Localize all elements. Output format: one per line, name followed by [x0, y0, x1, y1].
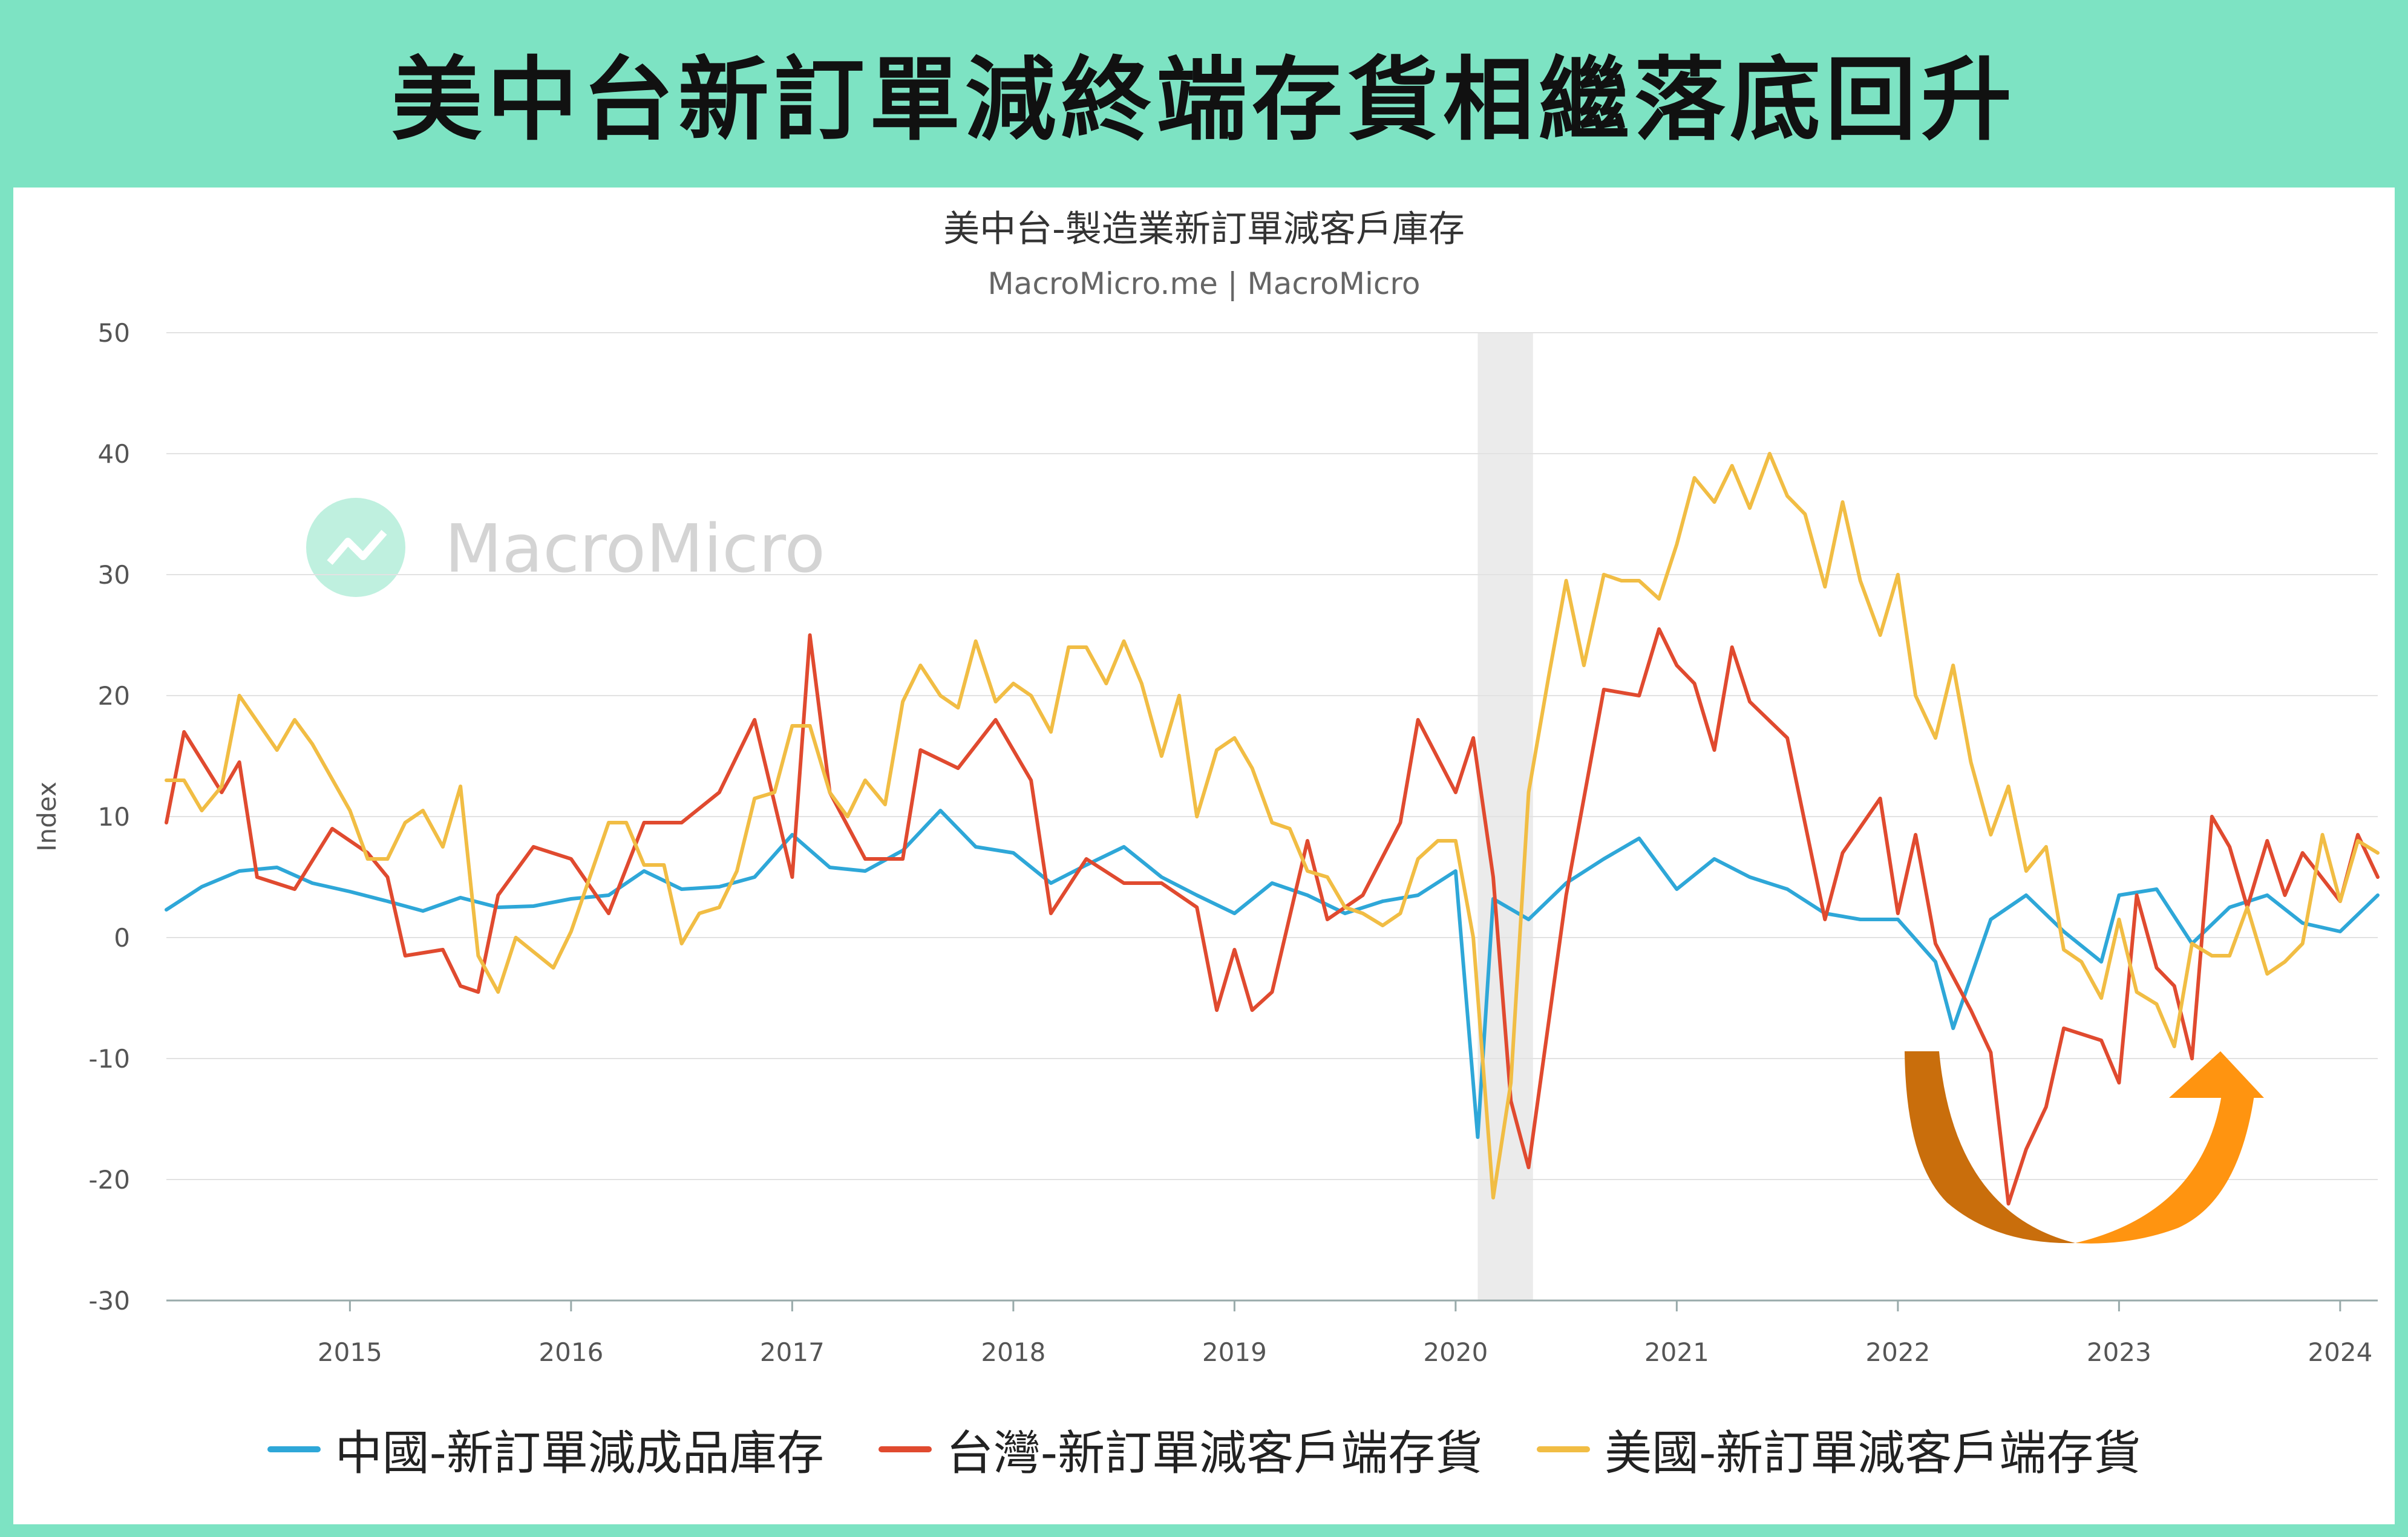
legend-swatch	[1537, 1446, 1591, 1452]
series-line-1	[165, 809, 2380, 1139]
x-tick-label: 2016	[538, 1337, 603, 1367]
legend: 中國-新訂單減成品庫存 台灣-新訂單減客戶端存貨 美國-新訂單減客戶端存貨	[0, 1415, 2408, 1483]
y-tick-label: 20	[98, 681, 130, 711]
x-tick-label: 2017	[760, 1337, 825, 1367]
y-tick-label: 40	[98, 439, 130, 469]
x-tick-label: 2023	[2087, 1337, 2151, 1367]
watermark: MacroMicro	[306, 498, 825, 597]
y-axis-label: Index	[32, 782, 62, 852]
watermark-text: MacroMicro	[445, 510, 825, 587]
series-line-3	[165, 452, 2380, 1199]
legend-label: 中國-新訂單減成品庫存	[335, 1426, 824, 1481]
x-tick-label: 2020	[1423, 1337, 1488, 1367]
legend-swatch	[267, 1446, 321, 1452]
y-tick-label: -10	[88, 1044, 130, 1074]
u-turn-arrow	[1905, 1051, 2264, 1244]
y-tick-label: -20	[88, 1165, 130, 1195]
y-tick-label: 50	[98, 318, 130, 348]
x-tick-label: 2022	[1865, 1337, 1930, 1367]
series-line-2	[165, 627, 2380, 1206]
legend-label: 美國-新訂單減客戶端存貨	[1605, 1426, 2141, 1481]
arrow-right-arm	[2075, 1095, 2254, 1244]
legend-item-1[interactable]: 中國-新訂單減成品庫存	[267, 1415, 824, 1483]
x-tick-label: 2021	[1644, 1337, 1709, 1367]
y-tick-label: 0	[114, 923, 130, 953]
chart-title: 美中台-製造業新訂單減客戶庫存	[943, 208, 1465, 250]
y-tick-label: 10	[98, 802, 130, 832]
x-tick-label: 2019	[1202, 1337, 1267, 1367]
y-tick-label: -30	[88, 1286, 130, 1316]
legend-item-2[interactable]: 台灣-新訂單減客戶端存貨	[878, 1415, 1482, 1483]
legend-swatch	[878, 1446, 932, 1452]
arrow-head-icon	[2169, 1051, 2264, 1098]
chart-subtitle: MacroMicro.me | MacroMicro	[987, 266, 1421, 301]
x-tick-label: 2018	[981, 1337, 1045, 1367]
legend-item-3[interactable]: 美國-新訂單減客戶端存貨	[1537, 1415, 2141, 1483]
x-tick-label: 2024	[2308, 1337, 2372, 1367]
x-tick-label: 2015	[318, 1337, 382, 1367]
watermark-logo-mark	[327, 530, 387, 565]
y-tick-label: 30	[98, 560, 130, 590]
banner-title: 美中台新訂單減終端存貨相繼落底回升	[391, 48, 2017, 153]
chart-panel	[13, 188, 2395, 1524]
banner: 美中台新訂單減終端存貨相繼落底回升	[0, 0, 2408, 184]
arrow-left-arm	[1905, 1051, 2075, 1244]
legend-label: 台灣-新訂單減客戶端存貨	[946, 1426, 1483, 1481]
